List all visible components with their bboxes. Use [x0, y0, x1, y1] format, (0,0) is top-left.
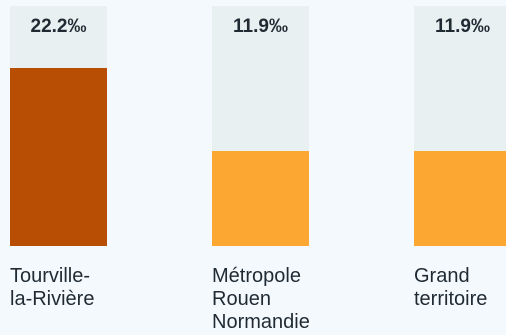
bar-value-label: 11.9‰ — [233, 16, 288, 37]
category-label: Grand territoire — [414, 265, 488, 310]
bar — [10, 68, 107, 246]
bar — [414, 150, 506, 246]
bar — [212, 150, 309, 246]
bar-track: 11.9‰ — [212, 6, 309, 246]
bar-value-label: 11.9‰ — [435, 16, 490, 37]
bar-track: 11.9‰ — [414, 6, 506, 246]
category-label: Tourville- la-Rivière — [10, 265, 95, 310]
category-label: Métropole Rouen Normandie — [212, 265, 310, 333]
bar-value-label: 22.2‰ — [30, 16, 87, 37]
bar-track: 22.2‰ — [10, 6, 107, 246]
